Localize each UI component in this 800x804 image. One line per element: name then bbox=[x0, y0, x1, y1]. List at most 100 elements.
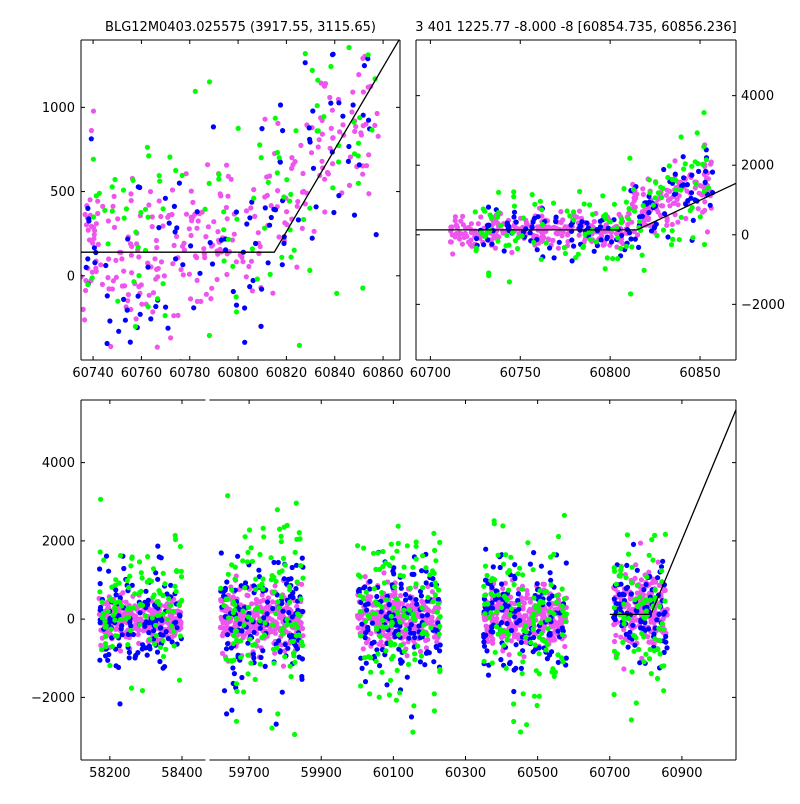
data-point-magenta bbox=[152, 256, 158, 262]
data-point-green bbox=[171, 643, 177, 649]
data-point-green bbox=[131, 605, 137, 611]
data-point-magenta bbox=[500, 648, 506, 654]
data-point-blue bbox=[702, 179, 708, 185]
data-point-blue bbox=[249, 199, 255, 205]
data-point-green bbox=[136, 559, 143, 565]
data-point-blue bbox=[604, 234, 610, 240]
data-point-green bbox=[654, 675, 661, 682]
data-point-blue bbox=[703, 168, 709, 174]
data-point-magenta bbox=[491, 235, 497, 241]
data-point-green bbox=[281, 524, 287, 530]
data-point-green bbox=[102, 633, 108, 640]
data-point-magenta bbox=[329, 107, 335, 113]
data-point-magenta bbox=[489, 638, 495, 644]
data-point-green bbox=[227, 658, 233, 664]
data-point-blue bbox=[628, 591, 634, 597]
data-point-green bbox=[225, 236, 231, 242]
data-point-blue bbox=[359, 665, 365, 672]
data-point-green bbox=[288, 191, 294, 197]
data-point-green bbox=[618, 216, 625, 222]
data-point-magenta bbox=[215, 229, 221, 235]
data-point-green bbox=[659, 579, 665, 585]
data-point-green bbox=[260, 586, 266, 592]
data-point-green bbox=[100, 610, 106, 617]
data-point-magenta bbox=[611, 638, 618, 645]
data-point-green bbox=[634, 582, 640, 589]
data-point-green bbox=[107, 662, 113, 669]
data-point-blue bbox=[253, 240, 259, 247]
data-point-green bbox=[369, 127, 375, 133]
data-point-green bbox=[529, 192, 535, 198]
data-point-green bbox=[542, 590, 548, 596]
data-point-green bbox=[361, 545, 367, 551]
data-point-green bbox=[368, 669, 374, 675]
data-point-green bbox=[109, 184, 115, 190]
data-point-blue bbox=[207, 240, 213, 246]
data-point-green bbox=[365, 613, 371, 619]
data-point-green bbox=[395, 540, 401, 547]
data-point-blue bbox=[103, 653, 109, 659]
data-point-blue bbox=[155, 576, 161, 582]
data-point-green bbox=[128, 563, 134, 569]
data-point-magenta bbox=[582, 236, 588, 242]
data-point-magenta bbox=[251, 187, 257, 193]
y-tick-label: 1000 bbox=[42, 101, 75, 116]
data-point-green bbox=[646, 656, 653, 662]
data-point-magenta bbox=[366, 152, 372, 158]
data-point-blue bbox=[416, 623, 422, 629]
x-tick-label: 60850 bbox=[679, 366, 720, 381]
data-point-green bbox=[179, 597, 185, 604]
data-point-blue bbox=[289, 633, 295, 639]
data-point-green bbox=[117, 553, 124, 559]
data-point-blue bbox=[419, 613, 425, 619]
data-point-blue bbox=[229, 707, 235, 713]
data-point-green bbox=[253, 587, 259, 593]
data-point-green bbox=[284, 621, 290, 628]
data-point-magenta bbox=[272, 630, 278, 636]
data-point-green bbox=[137, 602, 143, 608]
data-point-magenta bbox=[398, 593, 404, 599]
data-point-blue bbox=[511, 209, 518, 215]
data-point-green bbox=[248, 545, 254, 551]
data-point-blue bbox=[407, 595, 413, 601]
data-point-blue bbox=[431, 659, 437, 665]
data-point-blue bbox=[527, 230, 533, 236]
data-point-green bbox=[398, 642, 404, 648]
data-point-magenta bbox=[128, 252, 134, 258]
data-point-green bbox=[136, 273, 142, 279]
data-point-green bbox=[153, 633, 159, 639]
data-point-blue bbox=[707, 202, 713, 208]
data-point-green bbox=[415, 643, 421, 649]
data-point-blue bbox=[412, 634, 418, 641]
data-point-magenta bbox=[483, 623, 489, 629]
data-point-green bbox=[687, 207, 693, 214]
data-point-magenta bbox=[171, 313, 177, 319]
data-point-magenta bbox=[264, 174, 270, 180]
data-point-green bbox=[540, 637, 546, 643]
data-point-magenta bbox=[108, 343, 114, 350]
data-point-green bbox=[96, 190, 102, 196]
data-point-green bbox=[580, 244, 586, 250]
data-point-green bbox=[221, 602, 227, 609]
data-point-green bbox=[216, 176, 222, 182]
data-point-green bbox=[146, 153, 152, 159]
data-point-magenta bbox=[371, 615, 377, 621]
data-point-blue bbox=[228, 645, 234, 651]
data-point-blue bbox=[113, 663, 119, 669]
data-point-green bbox=[270, 646, 277, 652]
data-point-green bbox=[120, 187, 127, 193]
data-point-magenta bbox=[168, 335, 174, 341]
data-point-magenta bbox=[447, 239, 454, 245]
data-point-green bbox=[139, 575, 145, 581]
data-point-green bbox=[493, 624, 500, 630]
data-point-magenta bbox=[646, 569, 652, 575]
data-point-green bbox=[268, 555, 274, 561]
data-point-green bbox=[302, 51, 308, 57]
data-point-blue bbox=[124, 307, 130, 313]
data-point-blue bbox=[518, 639, 525, 646]
data-point-blue bbox=[627, 634, 633, 641]
data-point-green bbox=[246, 527, 253, 533]
data-point-green bbox=[412, 657, 418, 663]
data-point-green bbox=[245, 671, 251, 677]
data-point-green bbox=[607, 219, 613, 225]
